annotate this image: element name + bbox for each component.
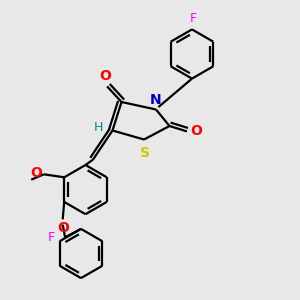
- Text: O: O: [99, 69, 111, 83]
- Text: O: O: [190, 124, 202, 138]
- Text: N: N: [150, 92, 162, 106]
- Text: H: H: [94, 121, 103, 134]
- Text: O: O: [30, 166, 42, 180]
- Text: F: F: [48, 231, 55, 244]
- Text: S: S: [140, 146, 150, 160]
- Text: F: F: [190, 12, 197, 25]
- Text: O: O: [58, 221, 70, 235]
